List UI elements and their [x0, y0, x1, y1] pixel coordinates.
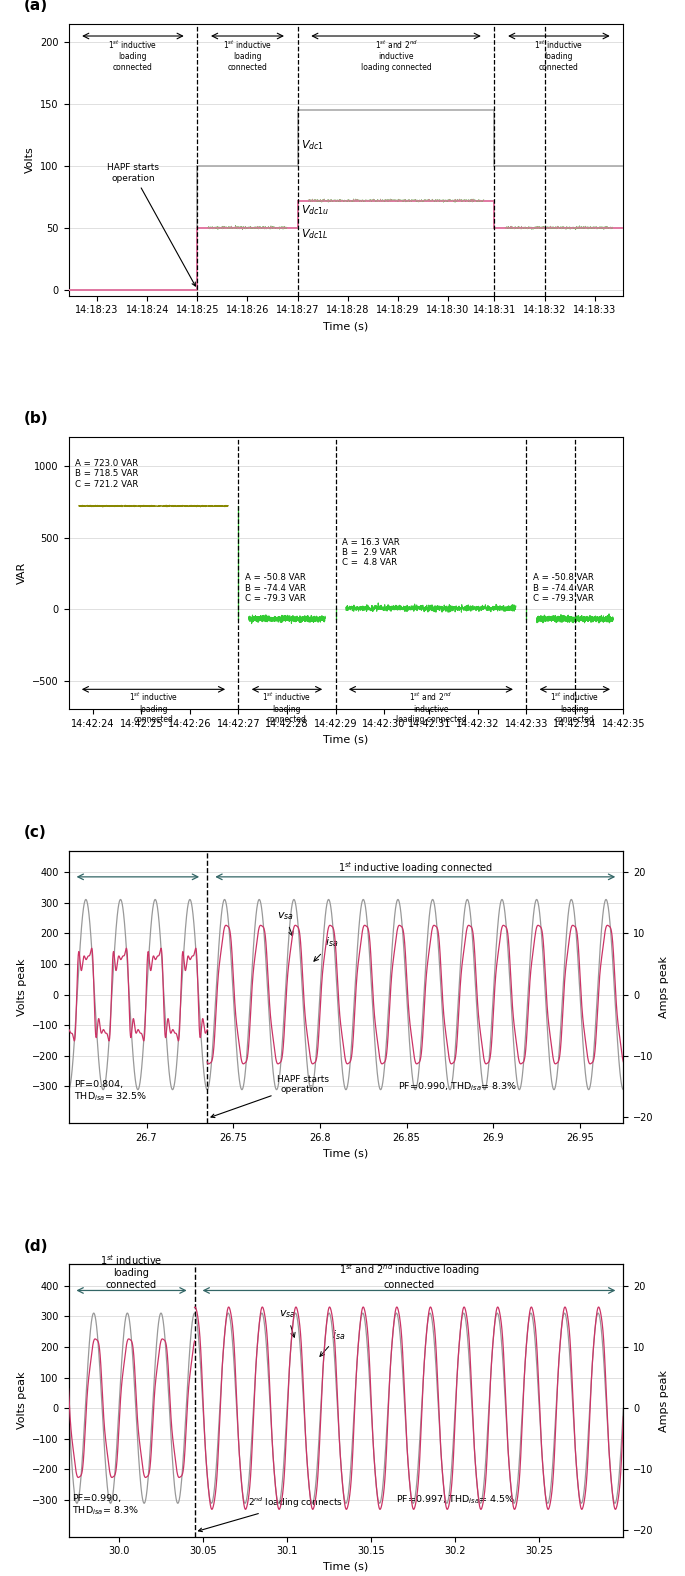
Text: 1$^{st}$ inductive
loading
connected: 1$^{st}$ inductive loading connected: [101, 1253, 163, 1289]
Text: (a): (a): [24, 0, 48, 13]
Text: A = -50.8 VAR
B = -74.4 VAR
C = -79.3 VAR: A = -50.8 VAR B = -74.4 VAR C = -79.3 VA…: [245, 574, 306, 604]
X-axis label: Time (s): Time (s): [323, 1149, 369, 1158]
Text: 1$^{st}$ inductive
loading
connected: 1$^{st}$ inductive loading connected: [262, 690, 312, 723]
Y-axis label: Volts peak: Volts peak: [16, 1371, 27, 1429]
Text: HAPF starts
operation: HAPF starts operation: [107, 164, 195, 287]
Text: 1$^{st}$ and 2$^{nd}$ inductive loading
connected: 1$^{st}$ and 2$^{nd}$ inductive loading …: [338, 1262, 480, 1289]
Text: 1$^{st}$ inductive
loading
connected: 1$^{st}$ inductive loading connected: [223, 38, 272, 71]
Text: HAPF starts
operation: HAPF starts operation: [211, 1075, 329, 1117]
Text: $V_{dc1L}$: $V_{dc1L}$: [301, 227, 329, 241]
Text: $v_{sa}$: $v_{sa}$: [279, 1308, 295, 1336]
X-axis label: Time (s): Time (s): [323, 322, 369, 331]
Text: $V_{dc1u}$: $V_{dc1u}$: [301, 203, 329, 216]
Text: 1$^{st}$ and 2$^{nd}$
inductive
loading connected: 1$^{st}$ and 2$^{nd}$ inductive loading …: [395, 690, 466, 723]
Y-axis label: Volts peak: Volts peak: [16, 958, 27, 1015]
Text: (b): (b): [24, 411, 49, 427]
Text: PF=0.997, THD$_{isa}$= 4.5%: PF=0.997, THD$_{isa}$= 4.5%: [397, 1494, 515, 1507]
Y-axis label: Amps peak: Amps peak: [659, 1370, 669, 1431]
Y-axis label: Volts: Volts: [25, 147, 35, 173]
Text: $v_{sa}$: $v_{sa}$: [277, 909, 293, 936]
Text: PF=0.990, THD$_{isa}$= 8.3%: PF=0.990, THD$_{isa}$= 8.3%: [398, 1080, 517, 1092]
Text: 1$^{st}$ inductive
loading
connected: 1$^{st}$ inductive loading connected: [108, 38, 158, 71]
X-axis label: Time (s): Time (s): [323, 1562, 369, 1571]
Text: PF=0.990,
THD$_{isa}$= 8.3%: PF=0.990, THD$_{isa}$= 8.3%: [72, 1494, 138, 1518]
Text: $i_{sa}$: $i_{sa}$: [314, 936, 338, 961]
Text: $V_{dc1}$: $V_{dc1}$: [301, 139, 324, 153]
Text: A = -50.8 VAR
B = -74.4 VAR
C = -79.3 VAR: A = -50.8 VAR B = -74.4 VAR C = -79.3 VA…: [533, 574, 594, 604]
Text: $i_{sa}$: $i_{sa}$: [320, 1329, 346, 1357]
Text: 1$^{st}$ inductive
loading
connected: 1$^{st}$ inductive loading connected: [550, 690, 599, 723]
Text: 1$^{st}$ inductive
loading
connected: 1$^{st}$ inductive loading connected: [129, 690, 178, 723]
Text: (d): (d): [24, 1239, 49, 1253]
Text: 2$^{nd}$ loading connects: 2$^{nd}$ loading connects: [199, 1496, 343, 1532]
Text: 1$^{st}$ inductive loading connected: 1$^{st}$ inductive loading connected: [338, 860, 493, 876]
Text: A = 16.3 VAR
B =  2.9 VAR
C =  4.8 VAR: A = 16.3 VAR B = 2.9 VAR C = 4.8 VAR: [342, 537, 400, 567]
X-axis label: Time (s): Time (s): [323, 734, 369, 744]
Text: PF=0.804,
THD$_{isa}$= 32.5%: PF=0.804, THD$_{isa}$= 32.5%: [74, 1080, 147, 1103]
Text: 1$^{st}$ inductive
loading
connected: 1$^{st}$ inductive loading connected: [534, 38, 584, 71]
Y-axis label: VAR: VAR: [16, 563, 27, 585]
Text: (c): (c): [24, 824, 47, 840]
Text: A = 723.0 VAR
B = 718.5 VAR
C = 721.2 VAR: A = 723.0 VAR B = 718.5 VAR C = 721.2 VA…: [75, 459, 139, 489]
Text: 1$^{st}$ and 2$^{nd}$
inductive
loading connected: 1$^{st}$ and 2$^{nd}$ inductive loading …: [361, 38, 432, 71]
Y-axis label: Amps peak: Amps peak: [659, 957, 669, 1018]
